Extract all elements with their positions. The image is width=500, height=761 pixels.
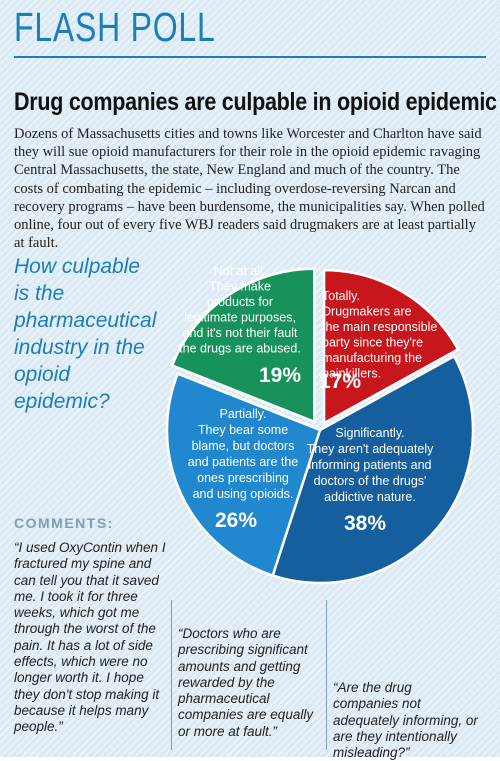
poll-question: How culpable is the pharmaceutical indus… [14, 255, 157, 413]
comment-divider-1 [171, 600, 172, 750]
slice-significantly [271, 354, 475, 585]
intro-paragraph: Dozens of Massachusetts cities and towns… [14, 126, 485, 252]
headline: Drug companies are culpable in opioid ep… [14, 88, 497, 116]
slice-significantly-label: Significantly. They aren't adequately info… [307, 426, 435, 504]
slice-partially-percent: 26% [215, 509, 257, 532]
comment-quote-2: “Doctors who are prescribing significant… [178, 626, 314, 739]
slice-partially-label: Partially. They bear some blame, but docto… [188, 407, 299, 501]
slice-totally [322, 268, 460, 426]
slice-not-at-all-label: Not at all. They make products for legitima… [179, 264, 301, 356]
comment-divider-2 [326, 600, 327, 750]
section-title: FLASH POLL [14, 4, 216, 50]
slice-not-at-all [170, 267, 316, 424]
slice-totally-label: Totally. Drugmakers are the main responsib… [322, 289, 437, 381]
header-rule [14, 56, 486, 58]
slice-not-at-all-percent: 19% [259, 364, 301, 387]
slice-significantly-percent: 38% [344, 512, 386, 535]
comments-heading: COMMENTS: [14, 515, 114, 531]
comment-quote-1: “I used OxyContin when I fractured my sp… [14, 540, 166, 735]
slice-totally-percent: 17% [319, 370, 361, 393]
slice-partially [165, 372, 322, 578]
comment-quote-3: “Are the drug companies not adequately i… [333, 680, 478, 761]
